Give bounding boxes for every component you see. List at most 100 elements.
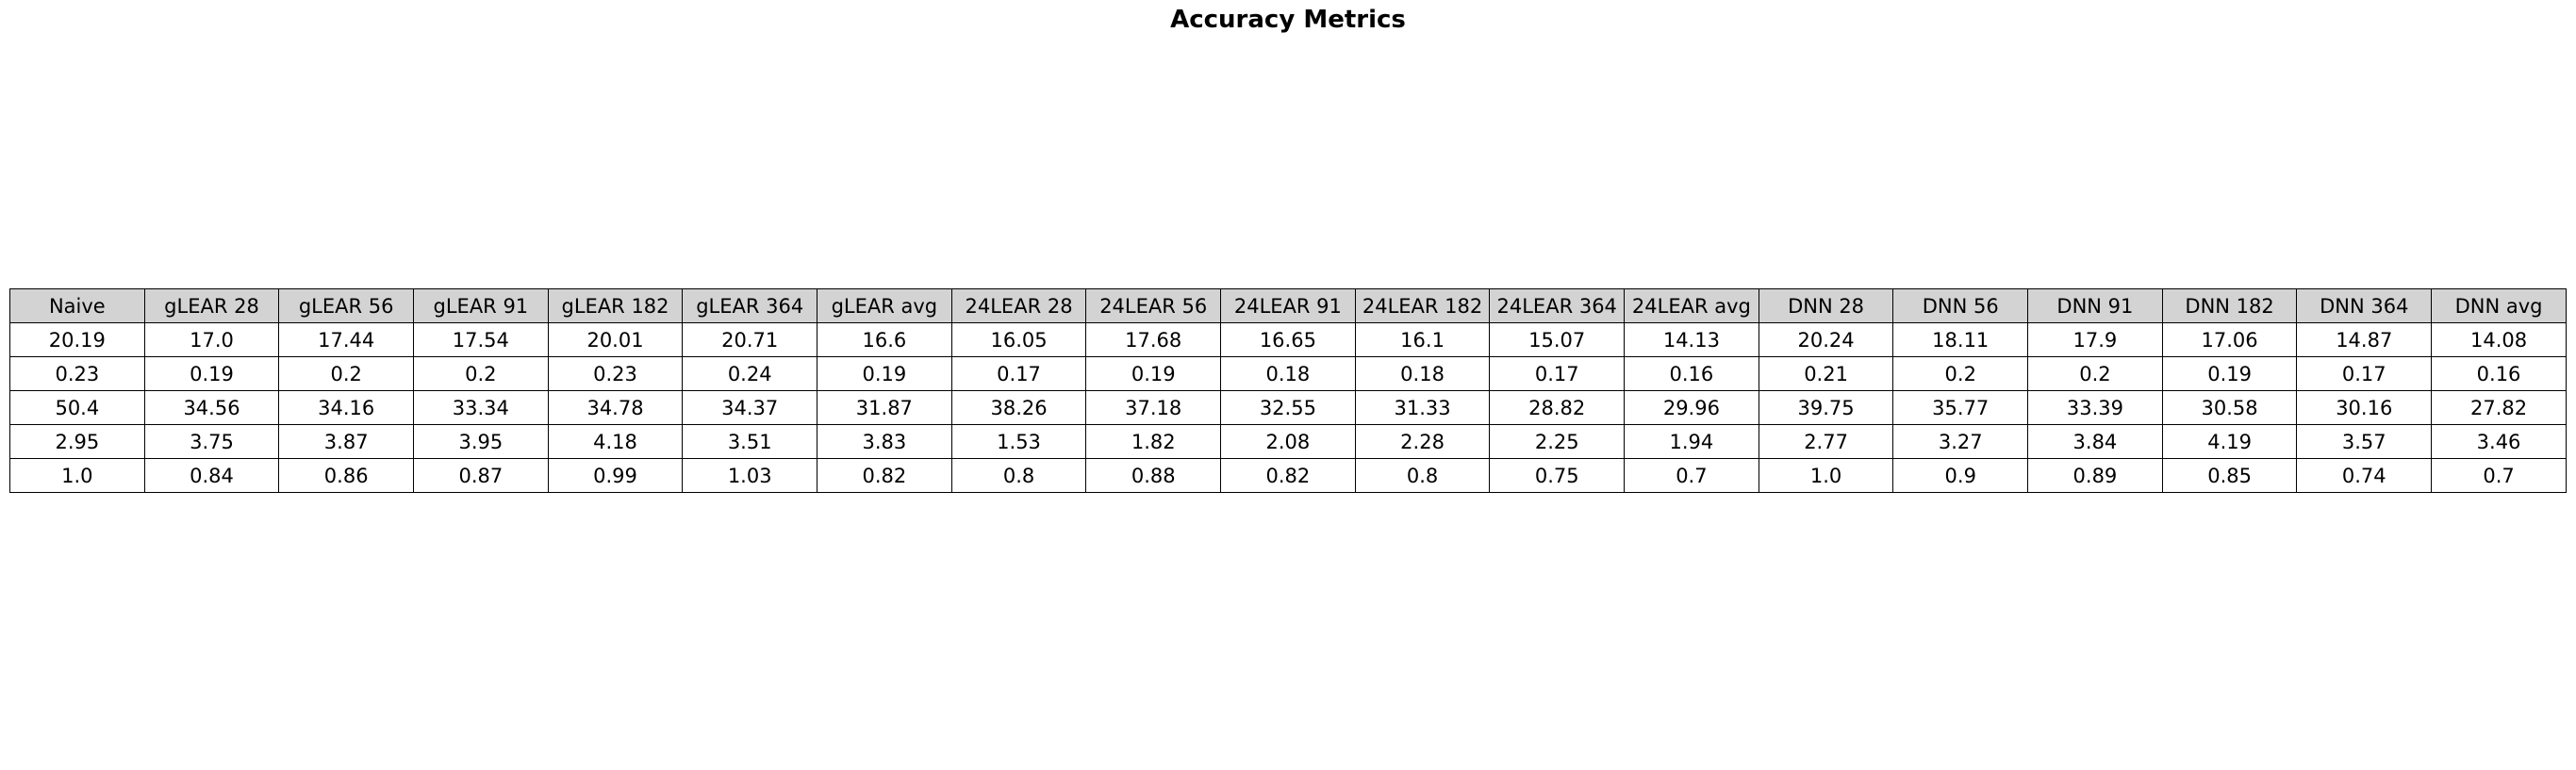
table-row: 50.4 34.56 34.16 33.34 34.78 34.37 31.87 38.26 3… [9, 390, 2567, 425]
table-cell: 32.55 [1220, 390, 1356, 425]
column-header: DNN 28 [1758, 288, 1894, 323]
column-header: 24LEAR 56 [1085, 288, 1222, 323]
column-header: gLEAR 91 [413, 288, 549, 323]
column-header: 24LEAR 364 [1489, 288, 1626, 323]
table-cell: 0.87 [413, 458, 549, 493]
table-cell: 27.82 [2431, 390, 2567, 425]
table-cell: 0.16 [1624, 356, 1759, 391]
table-cell: 0.23 [9, 356, 145, 391]
column-header: DNN 364 [2296, 288, 2433, 323]
table-cell: 3.51 [682, 424, 818, 459]
table-cell: 20.24 [1758, 322, 1894, 357]
table-cell: 0.88 [1085, 458, 1222, 493]
column-header: DNN 182 [2161, 288, 2298, 323]
table-cell: 3.27 [1892, 424, 2029, 459]
table-cell: 1.03 [682, 458, 818, 493]
table-cell: 17.54 [413, 322, 549, 357]
table-cell: 16.65 [1220, 322, 1356, 357]
table-row: 0.23 0.19 0.2 0.2 0.23 0.24 0.19 0.17 0.19 0.18 0.… [9, 356, 2567, 391]
table-cell: 16.1 [1354, 322, 1491, 357]
column-header: 24LEAR 182 [1354, 288, 1491, 323]
column-header: gLEAR 28 [143, 288, 280, 323]
column-header: gLEAR avg [817, 288, 952, 323]
table-cell: 0.86 [278, 458, 415, 493]
table-row: 1.0 0.84 0.86 0.87 0.99 1.03 0.82 0.8 0.88 0.82 0.… [9, 458, 2567, 493]
table-cell: 0.19 [143, 356, 280, 391]
table-cell: 2.95 [9, 424, 145, 459]
table-cell: 50.4 [9, 390, 145, 425]
table-cell: 20.01 [547, 322, 684, 357]
table-cell: 14.87 [2296, 322, 2433, 357]
table-cell: 4.18 [547, 424, 684, 459]
table-cell: 0.23 [547, 356, 684, 391]
table-cell: 2.77 [1758, 424, 1894, 459]
metrics-table: Naive gLEAR 28 gLEAR 56 gLEAR 91 gLEAR 182 gL… [9, 288, 2567, 493]
table-cell: 34.37 [682, 390, 818, 425]
table-cell: 0.82 [1220, 458, 1356, 493]
table-cell: 1.53 [950, 424, 1087, 459]
table-cell: 0.74 [2296, 458, 2433, 493]
table-cell: 33.39 [2027, 390, 2163, 425]
table-cell: 31.87 [817, 390, 952, 425]
table-cell: 34.78 [547, 390, 684, 425]
table-cell: 2.25 [1489, 424, 1626, 459]
table-cell: 0.75 [1489, 458, 1626, 493]
chart-title: Accuracy Metrics [1170, 6, 1406, 34]
table-cell: 0.7 [2431, 458, 2567, 493]
table-cell: 0.84 [143, 458, 280, 493]
table-cell: 0.89 [2027, 458, 2163, 493]
table-cell: 20.19 [9, 322, 145, 357]
column-header: 24LEAR 91 [1220, 288, 1356, 323]
table-cell: 0.82 [817, 458, 952, 493]
table-cell: 1.0 [9, 458, 145, 493]
table-cell: 34.56 [143, 390, 280, 425]
table-cell: 34.16 [278, 390, 415, 425]
table-cell: 0.7 [1624, 458, 1759, 493]
column-header: gLEAR 182 [547, 288, 684, 323]
table-cell: 39.75 [1758, 390, 1894, 425]
table-cell: 1.94 [1624, 424, 1759, 459]
table-cell: 3.87 [278, 424, 415, 459]
table-cell: 0.17 [2296, 356, 2433, 391]
table-cell: 17.44 [278, 322, 415, 357]
table-cell: 2.08 [1220, 424, 1356, 459]
table-cell: 30.58 [2161, 390, 2298, 425]
table-cell: 0.16 [2431, 356, 2567, 391]
table-cell: 16.6 [817, 322, 952, 357]
column-header: 24LEAR avg [1624, 288, 1759, 323]
table-header-row: Naive gLEAR 28 gLEAR 56 gLEAR 91 gLEAR 182 gL… [9, 288, 2567, 323]
table-cell: 18.11 [1892, 322, 2029, 357]
table-cell: 0.99 [547, 458, 684, 493]
table-cell: 17.0 [143, 322, 280, 357]
table-cell: 0.21 [1758, 356, 1894, 391]
table-cell: 3.46 [2431, 424, 2567, 459]
table-body: 20.19 17.0 17.44 17.54 20.01 20.71 16.6 16.05 17… [9, 322, 2567, 493]
column-header: 24LEAR 28 [950, 288, 1087, 323]
table-cell: 0.2 [413, 356, 549, 391]
column-header: gLEAR 56 [278, 288, 415, 323]
table-cell: 0.24 [682, 356, 818, 391]
table-cell: 0.19 [1085, 356, 1222, 391]
table-cell: 3.57 [2296, 424, 2433, 459]
table-cell: 17.68 [1085, 322, 1222, 357]
column-header: DNN 91 [2027, 288, 2163, 323]
table-row: 2.95 3.75 3.87 3.95 4.18 3.51 3.83 1.53 1.82 2.08… [9, 424, 2567, 459]
table-cell: 33.34 [413, 390, 549, 425]
table-cell: 17.9 [2027, 322, 2163, 357]
table-cell: 0.2 [2027, 356, 2163, 391]
table-cell: 17.06 [2161, 322, 2298, 357]
table-cell: 0.85 [2161, 458, 2298, 493]
table-cell: 0.17 [1489, 356, 1626, 391]
table-cell: 1.82 [1085, 424, 1222, 459]
table-cell: 20.71 [682, 322, 818, 357]
table-cell: 2.28 [1354, 424, 1491, 459]
column-header: gLEAR 364 [682, 288, 818, 323]
table-cell: 0.19 [2161, 356, 2298, 391]
table-cell: 0.8 [950, 458, 1087, 493]
table-cell: 3.83 [817, 424, 952, 459]
table-cell: 37.18 [1085, 390, 1222, 425]
column-header: DNN 56 [1892, 288, 2029, 323]
table-cell: 16.05 [950, 322, 1087, 357]
table-cell: 0.17 [950, 356, 1087, 391]
table-cell: 0.18 [1354, 356, 1491, 391]
